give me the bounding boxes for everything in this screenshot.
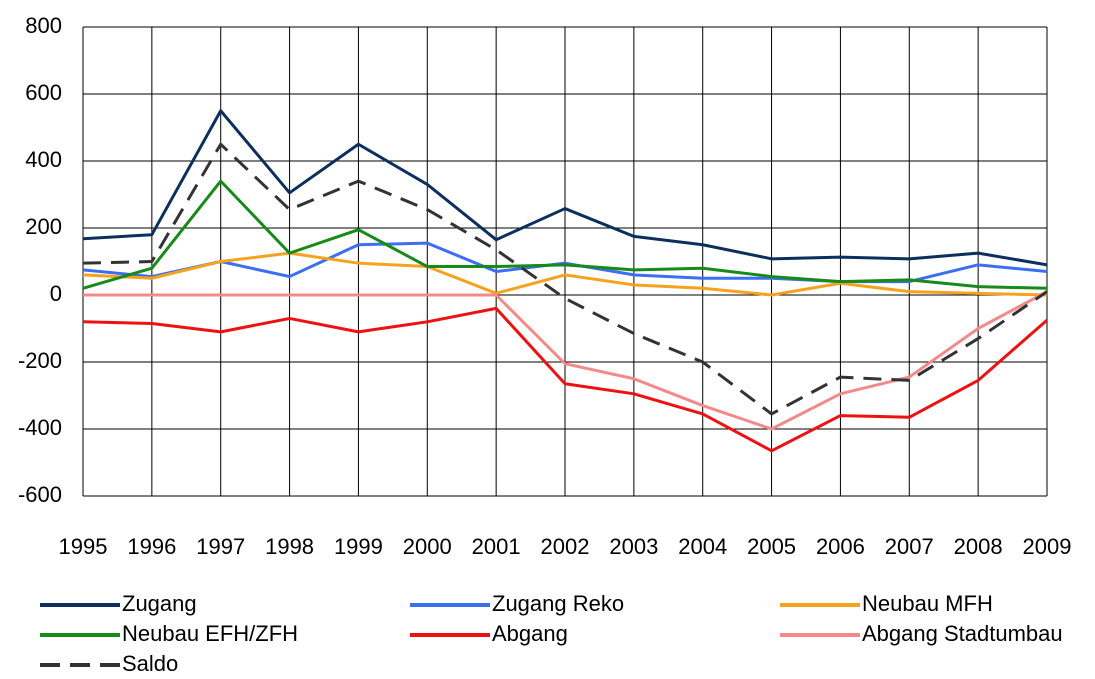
x-tick-label: 1997 [196,534,245,559]
y-tick-label: 200 [25,214,62,239]
x-tick-label: 1999 [334,534,383,559]
x-tick-label: 2001 [472,534,521,559]
legend-label: Abgang [492,621,568,646]
legend-label: Zugang Reko [492,591,624,616]
series-line [82,306,1048,453]
y-tick-label: -200 [18,348,62,373]
x-tick-label: 1996 [127,534,176,559]
x-tick-label: 2005 [747,534,796,559]
x-tick-label: 2006 [816,534,865,559]
x-tick-label: 1998 [265,534,314,559]
x-tick-label: 2000 [403,534,452,559]
x-tick-label: 2009 [1023,534,1072,559]
series-line [82,142,1048,416]
series-line [82,179,1048,290]
legend-label: Abgang Stadtumbau [862,621,1063,646]
legend-label: Neubau EFH/ZFH [122,621,298,646]
legend-label: Saldo [122,651,178,676]
x-tick-label: 2002 [541,534,590,559]
x-tick-label: 2008 [954,534,1003,559]
x-tick-label: 1995 [59,534,108,559]
series-line [82,109,1048,267]
x-tick-label: 2007 [885,534,934,559]
legend-label: Neubau MFH [862,591,993,616]
y-tick-label: -600 [18,482,62,507]
y-tick-label: -400 [18,415,62,440]
x-tick-label: 2004 [678,534,727,559]
y-tick-label: 0 [50,281,62,306]
y-tick-label: 600 [25,80,62,105]
series-line [83,290,1048,431]
legend-label: Zugang [122,591,197,616]
x-tick-label: 2003 [609,534,658,559]
y-tick-label: 400 [25,147,62,172]
series-line [82,251,1048,297]
y-tick-label: 800 [25,13,62,38]
